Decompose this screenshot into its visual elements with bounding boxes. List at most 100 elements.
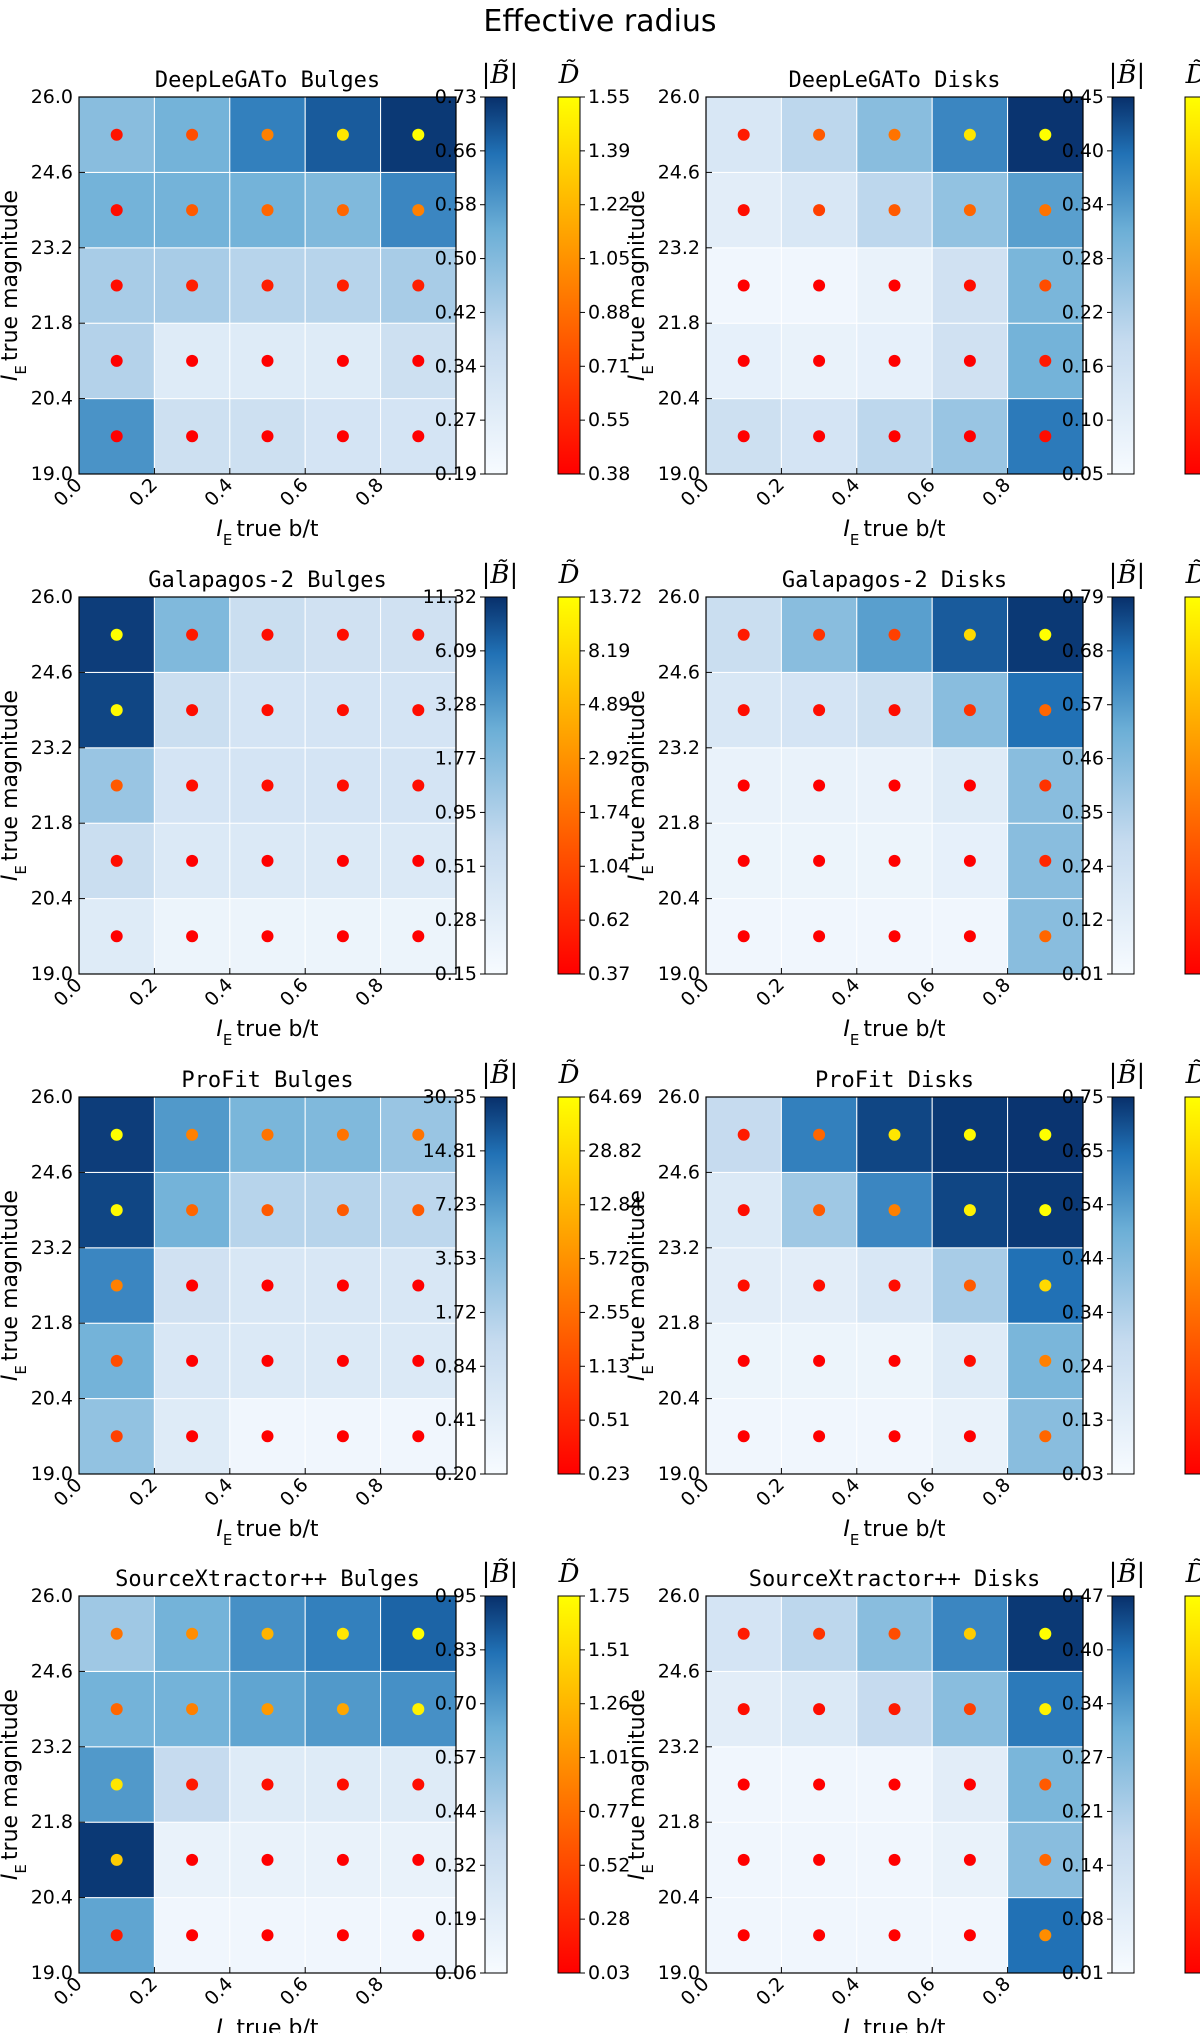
plot-frame bbox=[78, 1595, 457, 1974]
bias-tick-label: 0.68 bbox=[1062, 640, 1104, 662]
bias-tick-label: 0.32 bbox=[435, 1854, 477, 1876]
y-tick-label: 19.0 bbox=[658, 1463, 700, 1485]
bias-tick-label: 0.44 bbox=[1062, 1248, 1104, 1270]
dispersion-tick-label: 0.52 bbox=[588, 1854, 630, 1876]
bias-colorbar-header: |B̃| bbox=[482, 559, 519, 590]
bias-colorbar bbox=[1111, 596, 1135, 975]
bias-tick-label: 0.51 bbox=[435, 855, 477, 877]
dispersion-dot bbox=[813, 279, 826, 292]
panel-title: Galapagos-2 Disks bbox=[782, 568, 1007, 593]
bias-tick-label: 0.41 bbox=[435, 1409, 477, 1431]
y-tick-label: 26.0 bbox=[658, 1585, 700, 1607]
dispersion-dot bbox=[186, 279, 199, 292]
dispersion-dot bbox=[186, 1354, 199, 1367]
dispersion-tick-label: 0.37 bbox=[588, 963, 630, 985]
dispersion-dot bbox=[888, 1354, 901, 1367]
dispersion-dot bbox=[963, 1430, 976, 1443]
bias-tick-label: 0.27 bbox=[435, 409, 477, 431]
bias-tick-label: 0.75 bbox=[1062, 1086, 1104, 1108]
y-tick-label: 20.4 bbox=[658, 1887, 700, 1909]
dispersion-dot bbox=[1039, 628, 1052, 641]
dispersion-dot bbox=[737, 1354, 750, 1367]
dispersion-tick-label: 0.88 bbox=[588, 301, 630, 323]
dispersion-colorbar-header: D̃ bbox=[558, 1059, 580, 1090]
dispersion-dot bbox=[110, 354, 123, 367]
dispersion-dot bbox=[813, 1430, 826, 1443]
dispersion-dot bbox=[186, 704, 199, 717]
dispersion-dot bbox=[412, 1128, 425, 1141]
y-tick-label: 24.6 bbox=[658, 1161, 700, 1183]
bias-colorbar-header: |B̃| bbox=[1109, 1558, 1146, 1589]
y-tick-label: 20.4 bbox=[658, 1388, 700, 1410]
bias-colorbar-header: |B̃| bbox=[482, 59, 519, 90]
x-tick-label: 0.4 bbox=[827, 1973, 864, 2010]
dispersion-dot bbox=[336, 128, 349, 141]
dispersion-dot bbox=[1039, 930, 1052, 943]
x-tick-label: 0.8 bbox=[351, 1474, 388, 1511]
dispersion-dot bbox=[110, 1204, 123, 1217]
dispersion-dot bbox=[813, 779, 826, 792]
y-tick-label: 20.4 bbox=[658, 888, 700, 910]
dispersion-dot bbox=[336, 1204, 349, 1217]
x-tick-label: 0.2 bbox=[752, 474, 789, 511]
dispersion-dot bbox=[737, 1204, 750, 1217]
dispersion-dot bbox=[261, 930, 274, 943]
bias-tick-label: 0.13 bbox=[1062, 1409, 1104, 1431]
y-tick-label: 23.2 bbox=[31, 237, 73, 259]
y-tick-label: 26.0 bbox=[31, 1086, 73, 1108]
dispersion-tick-label: 1.04 bbox=[588, 855, 630, 877]
dispersion-dot bbox=[888, 128, 901, 141]
dispersion-dot bbox=[412, 1627, 425, 1640]
dispersion-colorbar-header: D̃ bbox=[558, 559, 580, 590]
dispersion-dot bbox=[412, 854, 425, 867]
dispersion-dot bbox=[963, 779, 976, 792]
bias-tick-label: 11.32 bbox=[423, 586, 477, 608]
y-tick-label: 19.0 bbox=[658, 1962, 700, 1984]
dispersion-dot bbox=[963, 1778, 976, 1791]
y-tick-label: 24.6 bbox=[658, 161, 700, 183]
bias-colorbar-header: |B̃| bbox=[482, 1059, 519, 1090]
dispersion-tick-label: 0.28 bbox=[588, 1908, 630, 1930]
dispersion-dot bbox=[412, 1430, 425, 1443]
dispersion-dot bbox=[186, 779, 199, 792]
dispersion-dot bbox=[1039, 1204, 1052, 1217]
y-tick-label: 23.2 bbox=[658, 1736, 700, 1758]
dispersion-dot bbox=[888, 1430, 901, 1443]
dispersion-dot bbox=[412, 430, 425, 443]
dispersion-dot bbox=[261, 1430, 274, 1443]
dispersion-tick-label: 1.22 bbox=[588, 194, 630, 216]
dispersion-tick-label: 4.89 bbox=[588, 694, 630, 716]
bias-tick-label: 0.14 bbox=[1062, 1854, 1104, 1876]
x-tick-label: 0.8 bbox=[351, 474, 388, 511]
dispersion-tick-label: 1.26 bbox=[588, 1693, 630, 1715]
y-tick-label: 21.8 bbox=[31, 1312, 73, 1334]
dispersion-dot bbox=[813, 930, 826, 943]
bias-tick-label: 0.50 bbox=[435, 248, 477, 270]
x-tick-label: 0.6 bbox=[903, 974, 940, 1011]
bias-tick-label: 0.57 bbox=[1062, 694, 1104, 716]
dispersion-colorbar-header: D̃ bbox=[558, 59, 580, 90]
dispersion-dot bbox=[261, 1204, 274, 1217]
dispersion-dot bbox=[261, 1929, 274, 1942]
bias-tick-label: 0.16 bbox=[1062, 355, 1104, 377]
dispersion-dot bbox=[888, 779, 901, 792]
dispersion-colorbar bbox=[557, 96, 581, 475]
dispersion-dot bbox=[110, 430, 123, 443]
bias-tick-label: 0.34 bbox=[1062, 1301, 1104, 1323]
dispersion-dot bbox=[888, 628, 901, 641]
x-tick-label: 0.6 bbox=[276, 974, 313, 1011]
dispersion-dot bbox=[110, 1430, 123, 1443]
bias-tick-label: 14.81 bbox=[423, 1140, 477, 1162]
dispersion-dot bbox=[963, 704, 976, 717]
y-tick-label: 23.2 bbox=[658, 1237, 700, 1259]
dispersion-dot bbox=[336, 1354, 349, 1367]
panel-2: DeepLeGATo Disks 19.0 20.4 21.8 23.2 24.6 26.0… bbox=[625, 59, 1200, 549]
dispersion-dot bbox=[737, 430, 750, 443]
y-tick-label: 24.6 bbox=[31, 161, 73, 183]
y-tick-label: 19.0 bbox=[31, 1962, 73, 1984]
bias-tick-label: 0.44 bbox=[435, 1800, 477, 1822]
dispersion-tick-label: 28.82 bbox=[588, 1140, 642, 1162]
dispersion-dot bbox=[737, 1128, 750, 1141]
bias-colorbar-header: |B̃| bbox=[1109, 559, 1146, 590]
